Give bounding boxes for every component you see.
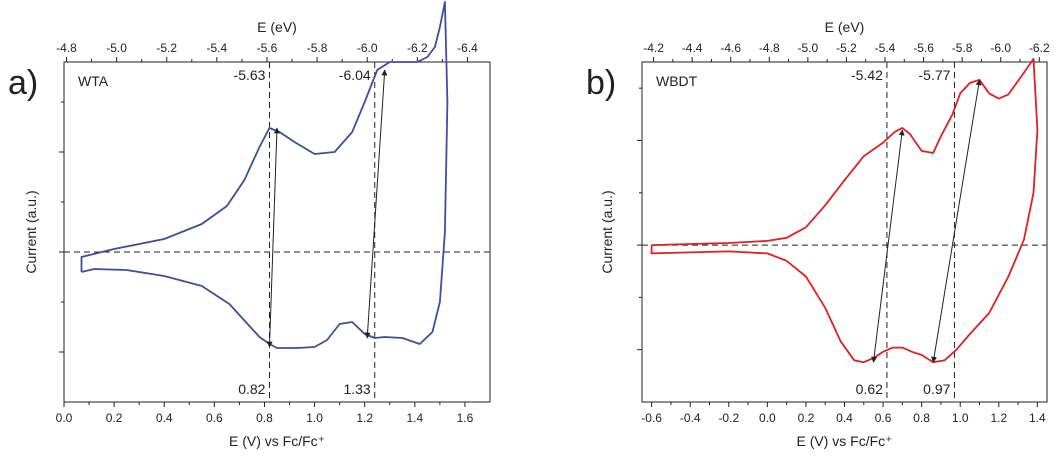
- homo-label: -5.77: [919, 67, 951, 83]
- top-tick-label: -5.4: [875, 41, 896, 55]
- plot-frame: [641, 61, 1048, 403]
- top-tick-label: -4.8: [56, 41, 77, 55]
- x-tick-label: 0.2: [798, 411, 815, 425]
- panel-letter: a): [8, 64, 38, 102]
- x-tick-label: 0.6: [206, 411, 223, 425]
- x-axis-title: E (V) vs Fc/Fc⁺: [796, 433, 892, 449]
- top-tick-label: -5.8: [952, 41, 973, 55]
- x-tick-label: 1.4: [1029, 411, 1046, 425]
- top-tick-label: -5.6: [913, 41, 934, 55]
- top-tick-label: -5.2: [836, 41, 857, 55]
- plot-frame: [63, 61, 491, 403]
- top-axis-title: E (eV): [825, 19, 865, 35]
- x-tick-label: -0.4: [680, 411, 701, 425]
- x-tick-label: 1.0: [952, 411, 969, 425]
- cv-curve: [650, 58, 1039, 364]
- top-tick-label: -6.0: [990, 41, 1011, 55]
- x-tick-label: 0.4: [836, 411, 853, 425]
- peak-arrow: [266, 127, 280, 348]
- potential-label: 0.82: [238, 381, 265, 397]
- top-tick-label: -6.2: [407, 41, 428, 55]
- top-tick-label: -4.4: [682, 41, 703, 55]
- homo-label: -5.42: [851, 67, 883, 83]
- top-tick-label: -5.2: [156, 41, 177, 55]
- homo-label: -6.04: [339, 67, 371, 83]
- top-tick-label: -6.2: [1029, 41, 1050, 55]
- potential-label: 1.33: [343, 381, 370, 397]
- x-tick-label: 1.6: [457, 411, 474, 425]
- peak-arrow: [931, 79, 982, 363]
- peak-arrow: [871, 129, 905, 363]
- x-tick-label: 0.2: [106, 411, 123, 425]
- potential-label: 0.62: [856, 381, 883, 397]
- x-tick-label: 1.2: [356, 411, 373, 425]
- top-tick-label: -5.0: [798, 41, 819, 55]
- top-tick-label: -5.4: [207, 41, 228, 55]
- top-tick-label: -6.0: [357, 41, 378, 55]
- x-tick-label: 0.6: [875, 411, 892, 425]
- x-tick-label: 0.8: [256, 411, 273, 425]
- top-tick-label: -4.2: [643, 41, 664, 55]
- x-tick-label: 1.2: [990, 411, 1007, 425]
- top-tick-label: -4.6: [720, 41, 741, 55]
- top-tick-label: -5.6: [257, 41, 278, 55]
- top-tick-label: -4.8: [759, 41, 780, 55]
- x-tick-label: -0.6: [641, 411, 662, 425]
- top-tick-label: -6.4: [457, 41, 478, 55]
- x-tick-label: 1.4: [406, 411, 423, 425]
- x-tick-label: -0.2: [718, 411, 739, 425]
- sample-label: WTA: [78, 73, 109, 89]
- top-tick-label: -5.0: [106, 41, 127, 55]
- x-tick-label: 0.0: [56, 411, 73, 425]
- y-axis-title: Current (a.u.): [599, 190, 615, 273]
- potential-label: 0.97: [923, 381, 950, 397]
- panel-b: -0.6 -0.4 -0.2 0.0 0.2 0.4 0.6 0.8 1.0 1.2 1.4 -4.2…: [586, 19, 1050, 449]
- panel-a: 0.0 0.2 0.4 0.6 0.8 1.0 1.2 1.4 1.6 -4.8 -5.0 -5.2 -…: [8, 1, 491, 449]
- panel-letter: b): [586, 64, 616, 102]
- y-axis-title: Current (a.u.): [23, 190, 39, 273]
- x-tick-label: 0.4: [156, 411, 173, 425]
- x-tick-label: 1.0: [306, 411, 323, 425]
- homo-label: -5.63: [234, 67, 266, 83]
- top-axis-title: E (eV): [257, 19, 297, 35]
- x-tick-label: 0.8: [913, 411, 930, 425]
- top-tick-label: -5.8: [307, 41, 328, 55]
- peak-arrow: [364, 69, 388, 339]
- x-tick-label: 0.0: [759, 411, 776, 425]
- x-axis-title: E (V) vs Fc/Fc⁺: [229, 433, 325, 449]
- sample-label: WBDT: [656, 73, 698, 89]
